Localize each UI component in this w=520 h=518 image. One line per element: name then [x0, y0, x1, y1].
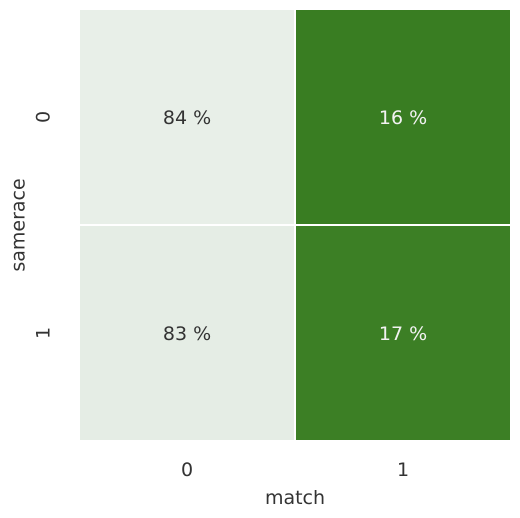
x-tick-label-1: 1: [397, 459, 409, 481]
heatmap-cells: [78, 8, 512, 442]
heatmap-cell-r1-c0: [78, 224, 296, 442]
y-axis-label: samerace: [8, 178, 30, 271]
heatmap-cell-label-r1-c1: 17 %: [379, 323, 427, 345]
heatmap-cell-label-r1-c0: 83 %: [163, 323, 211, 345]
heatmap-cell-label-r0-c0: 84 %: [163, 107, 211, 129]
x-tick-label-0: 0: [181, 459, 193, 481]
heatmap-cell-r0-c0: [78, 8, 296, 226]
heatmap-cell-labels: 84 % 16 % 83 % 17 %: [163, 107, 427, 345]
y-axis-ticks: 01: [33, 111, 55, 339]
y-tick-label-1: 1: [33, 327, 55, 339]
x-axis-label: match: [265, 487, 325, 509]
heatmap-cell-r0-c1: [294, 8, 512, 226]
heatmap-cell-r1-c1: [294, 224, 512, 442]
heatmap-cell-label-r0-c1: 16 %: [379, 107, 427, 129]
y-tick-label-0: 0: [33, 111, 55, 123]
